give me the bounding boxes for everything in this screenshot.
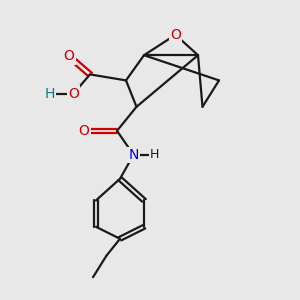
Text: H: H [44,87,55,100]
Text: O: O [68,87,79,100]
Text: O: O [64,50,74,63]
Text: N: N [128,148,139,162]
Text: O: O [170,28,181,42]
Text: O: O [79,124,89,138]
Text: H: H [150,148,159,161]
